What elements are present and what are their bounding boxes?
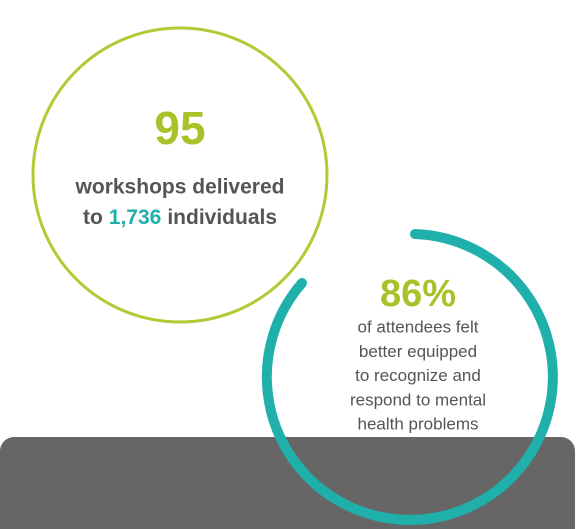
workshops-circle	[31, 26, 329, 324]
footer-panel	[0, 437, 575, 529]
attendees-line: to recognize and	[355, 366, 481, 385]
attendees-arc	[261, 229, 558, 525]
suffix: individuals	[167, 206, 277, 229]
prefix: to	[83, 206, 103, 229]
attendees-line: respond to mental	[350, 390, 486, 409]
attendees-percent: 86%	[380, 273, 456, 315]
workshops-label: workshops delivered	[75, 176, 285, 199]
workshops-count: 95	[154, 102, 205, 154]
individuals-label: to 1,736 individuals	[83, 206, 277, 229]
individuals-count: 1,736	[109, 206, 162, 229]
attendees-text: of attendees felt better equipped to recog…	[350, 317, 486, 433]
attendees-line: health problems	[358, 415, 479, 434]
attendees-line: of attendees felt	[358, 317, 479, 336]
attendees-line: better equipped	[359, 342, 477, 361]
